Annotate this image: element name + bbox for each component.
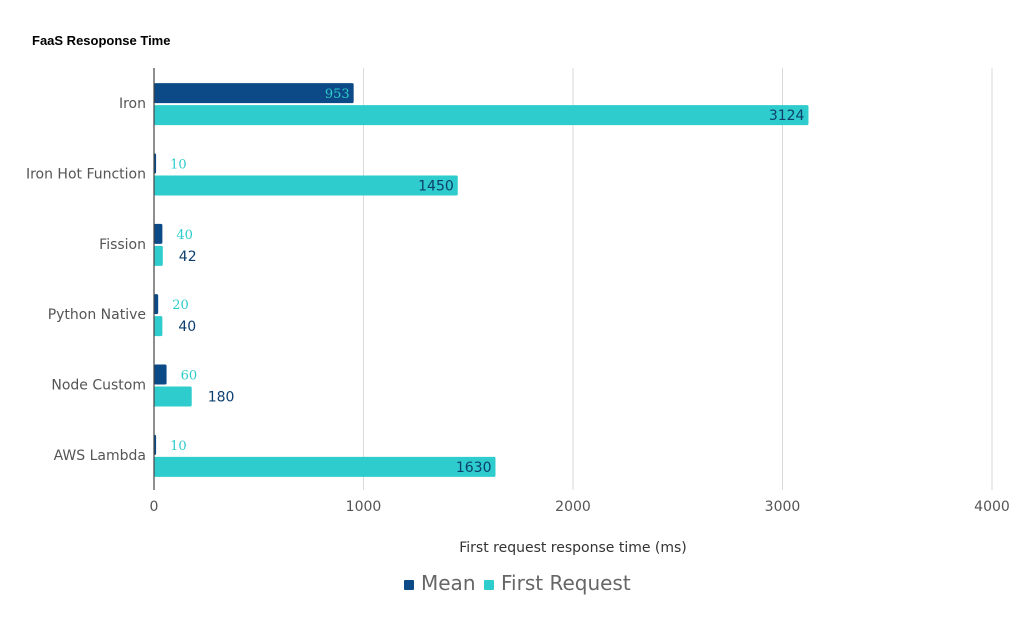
- legend-label: Mean: [421, 571, 476, 595]
- category-label: Iron Hot Function: [26, 167, 146, 183]
- category-label: Fission: [99, 237, 146, 253]
- data-label-first-request: 42: [179, 249, 197, 265]
- category-label: Node Custom: [51, 378, 146, 394]
- bar-first-request: [154, 316, 163, 337]
- category-label: AWS Lambda: [54, 448, 146, 464]
- bar-mean: [154, 83, 354, 104]
- x-tick-label: 0: [150, 499, 159, 515]
- chart-title: FaaS Resoponse Time: [32, 33, 170, 48]
- legend-swatch: [484, 580, 494, 590]
- bar-mean: [154, 364, 167, 385]
- legend: Mean First Request: [404, 571, 631, 595]
- data-label-mean: 10: [170, 158, 187, 173]
- data-label-mean: 40: [176, 228, 193, 243]
- category-labels: Iron Iron Hot Function Fission Python Nativ…: [26, 96, 146, 464]
- bar-first-request: [154, 105, 809, 126]
- legend-label: First Request: [501, 571, 631, 595]
- category-label: Iron: [119, 96, 146, 112]
- data-label-mean: 10: [170, 439, 187, 454]
- x-axis-title: First request response time (ms): [459, 540, 687, 556]
- data-label-first-request: 1630: [456, 460, 492, 476]
- bar-first-request: [154, 456, 496, 477]
- bar-first-request: [154, 175, 458, 196]
- bars: 953 3124 10 1450 40 42 20 40 60 180 10 1630: [154, 83, 809, 477]
- gridlines: [363, 68, 993, 490]
- data-label-mean: 20: [172, 298, 189, 313]
- x-tick-label: 3000: [765, 499, 801, 515]
- x-tick-labels: 0 1000 2000 3000 4000: [150, 499, 1010, 515]
- bar-mean: [154, 294, 159, 315]
- data-label-first-request: 180: [208, 390, 235, 406]
- legend-swatch: [404, 580, 414, 590]
- x-tick-label: 2000: [555, 499, 591, 515]
- data-label-first-request: 1450: [418, 179, 454, 195]
- data-label-mean: 953: [325, 87, 350, 102]
- category-label: Python Native: [48, 307, 146, 323]
- x-tick-label: 1000: [346, 499, 382, 515]
- bar-mean: [154, 223, 163, 244]
- bar-first-request: [154, 386, 192, 407]
- x-tick-label: 4000: [974, 499, 1010, 515]
- data-label-first-request: 40: [178, 319, 196, 335]
- bar-first-request: [154, 245, 163, 266]
- data-label-mean: 60: [181, 369, 198, 384]
- data-label-first-request: 3124: [769, 108, 805, 124]
